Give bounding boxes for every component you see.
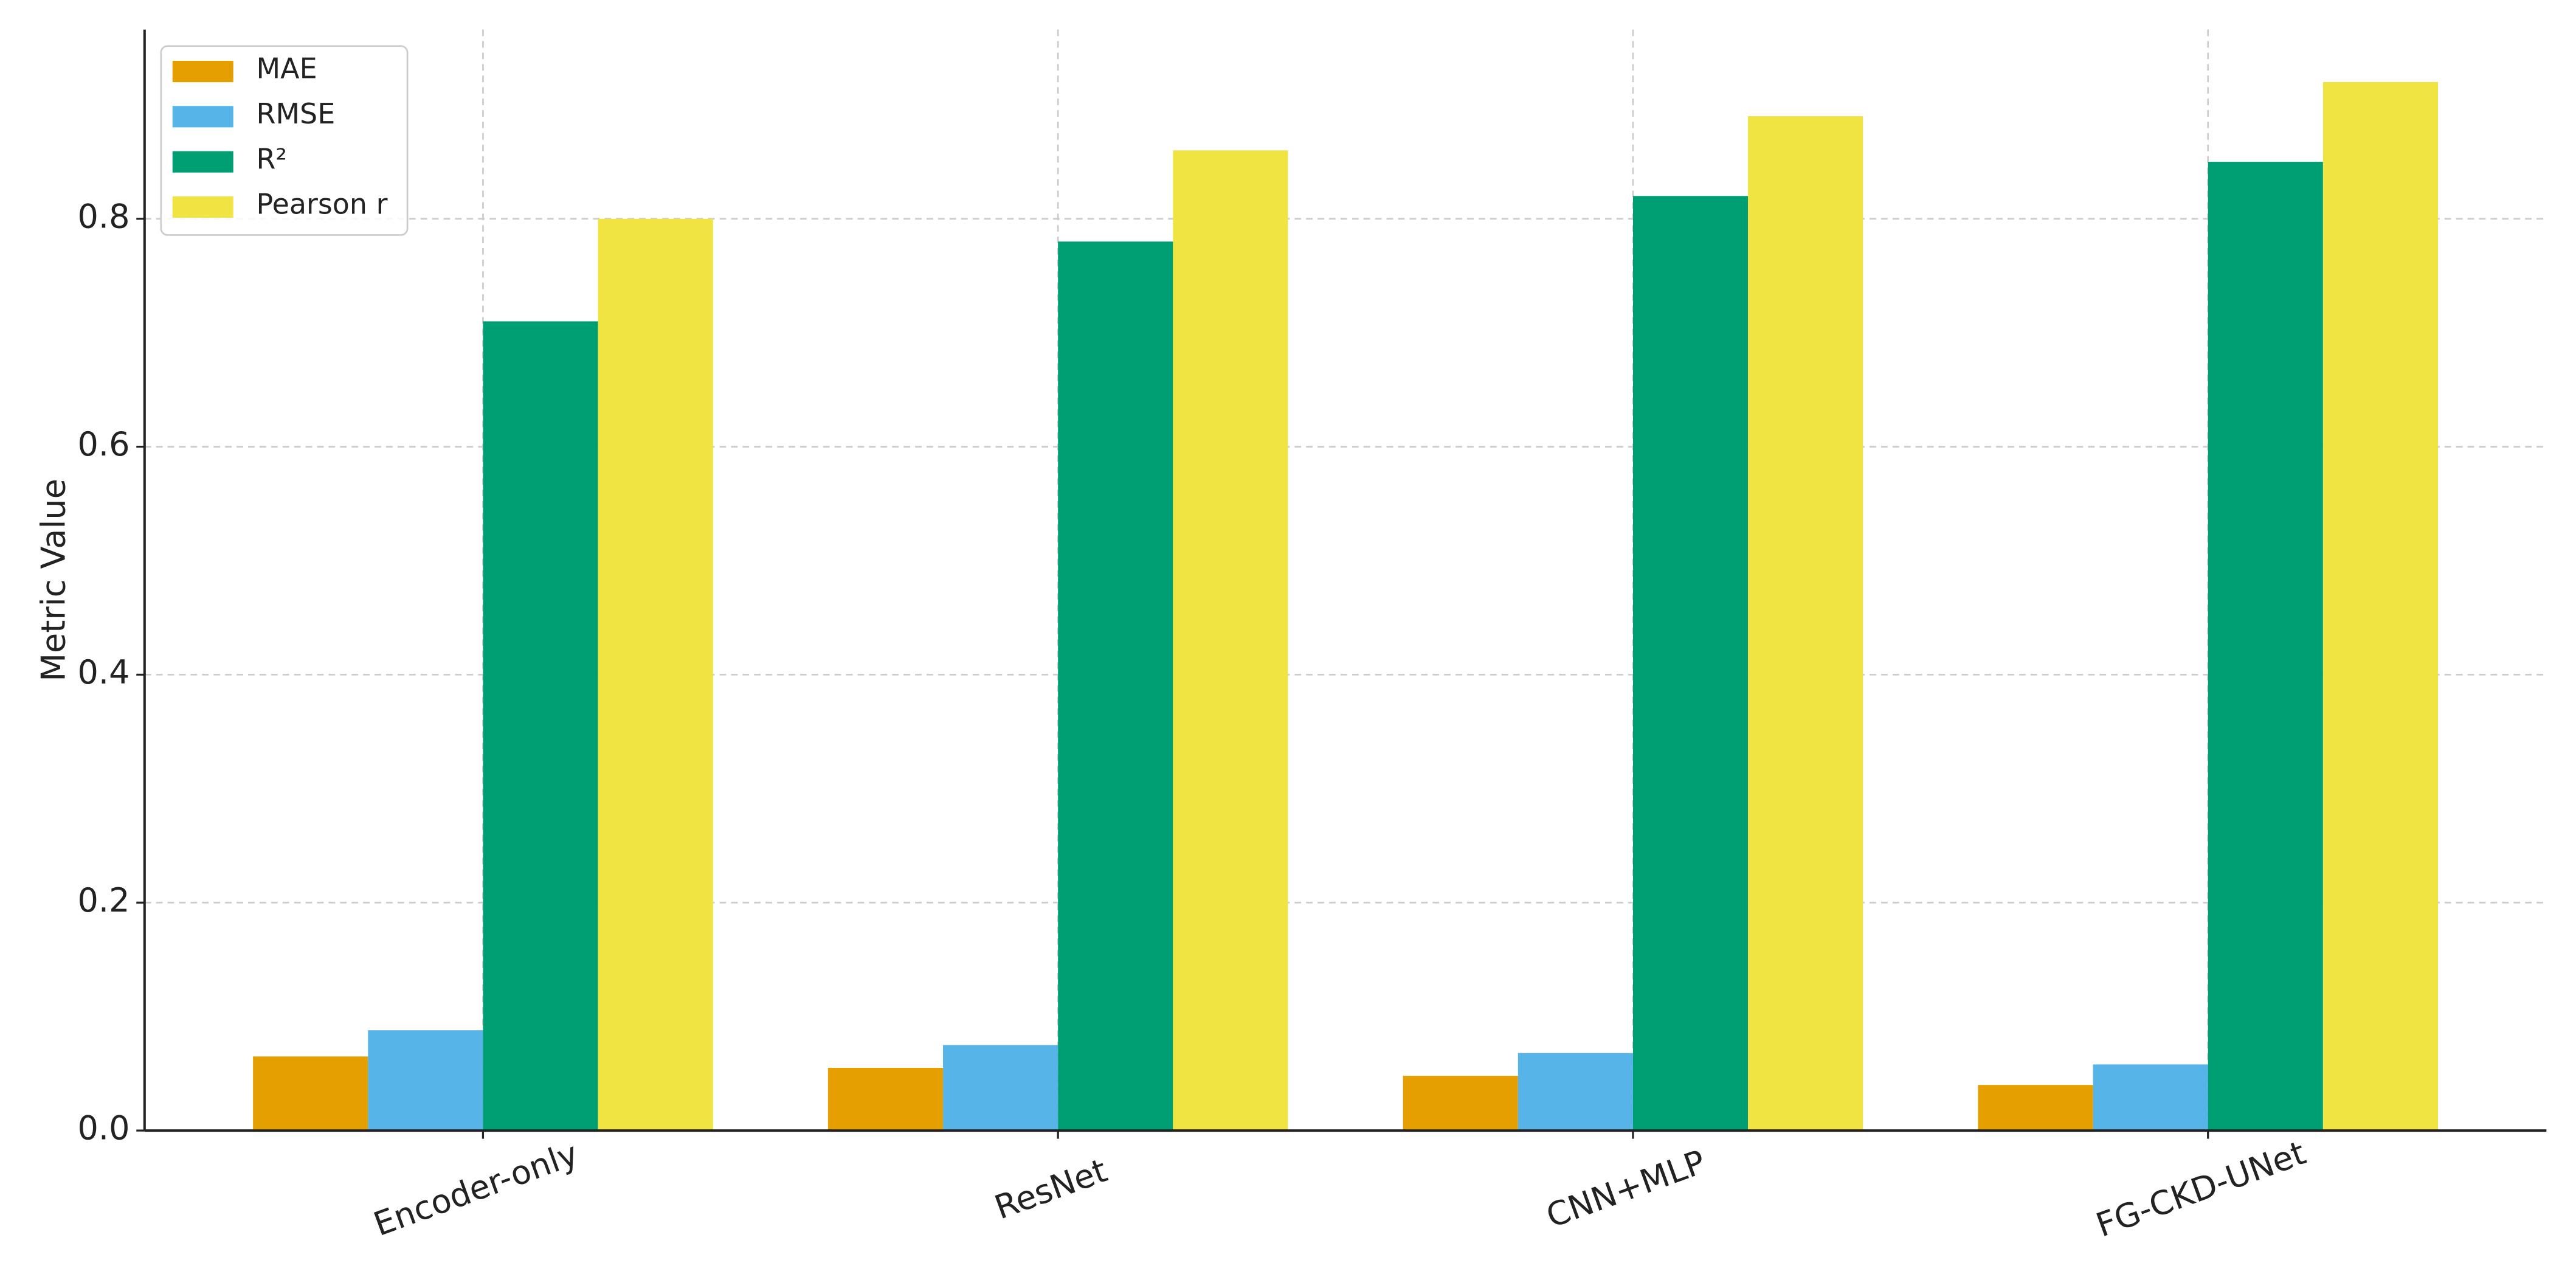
y-tick-label: 0.0 <box>78 1109 130 1148</box>
bar <box>1403 1076 1518 1131</box>
legend-swatch <box>172 151 233 173</box>
y-tick-label: 0.8 <box>78 197 130 235</box>
bar <box>1518 1053 1633 1131</box>
legend-label: RMSE <box>257 97 336 130</box>
x-tick-label: ResNet <box>990 1151 1112 1227</box>
x-tick-label: Encoder-only <box>368 1134 583 1244</box>
bar <box>2322 81 2439 1131</box>
bar <box>598 218 713 1131</box>
legend-swatch <box>172 196 233 218</box>
legend-label: Pearson r <box>257 188 388 221</box>
bar <box>827 1068 944 1131</box>
legend-label: MAE <box>257 52 317 85</box>
bar <box>1978 1085 2093 1131</box>
bar <box>368 1030 483 1131</box>
y-tick-label: 0.6 <box>78 425 130 463</box>
legend-box <box>160 45 409 236</box>
bars <box>253 81 2439 1131</box>
bar <box>1632 196 1749 1131</box>
bar <box>1058 241 1173 1131</box>
legend-swatch <box>172 106 233 128</box>
bar <box>2093 1064 2208 1131</box>
bar <box>1748 116 1863 1131</box>
bar <box>1173 150 1288 1131</box>
bar <box>2208 162 2323 1131</box>
legend-label: R² <box>257 142 287 175</box>
y-axis-label: Metric Value <box>35 479 73 682</box>
y-tick-label: 0.2 <box>78 881 130 919</box>
bar <box>483 321 598 1131</box>
x-tick-label: FG-CKD-UNet <box>2091 1134 2311 1245</box>
legend-swatch <box>172 60 233 83</box>
y-tick-label: 0.4 <box>78 653 130 691</box>
bar <box>943 1045 1058 1131</box>
x-tick-label: CNN+MLP <box>1541 1143 1710 1236</box>
bar <box>253 1056 368 1131</box>
